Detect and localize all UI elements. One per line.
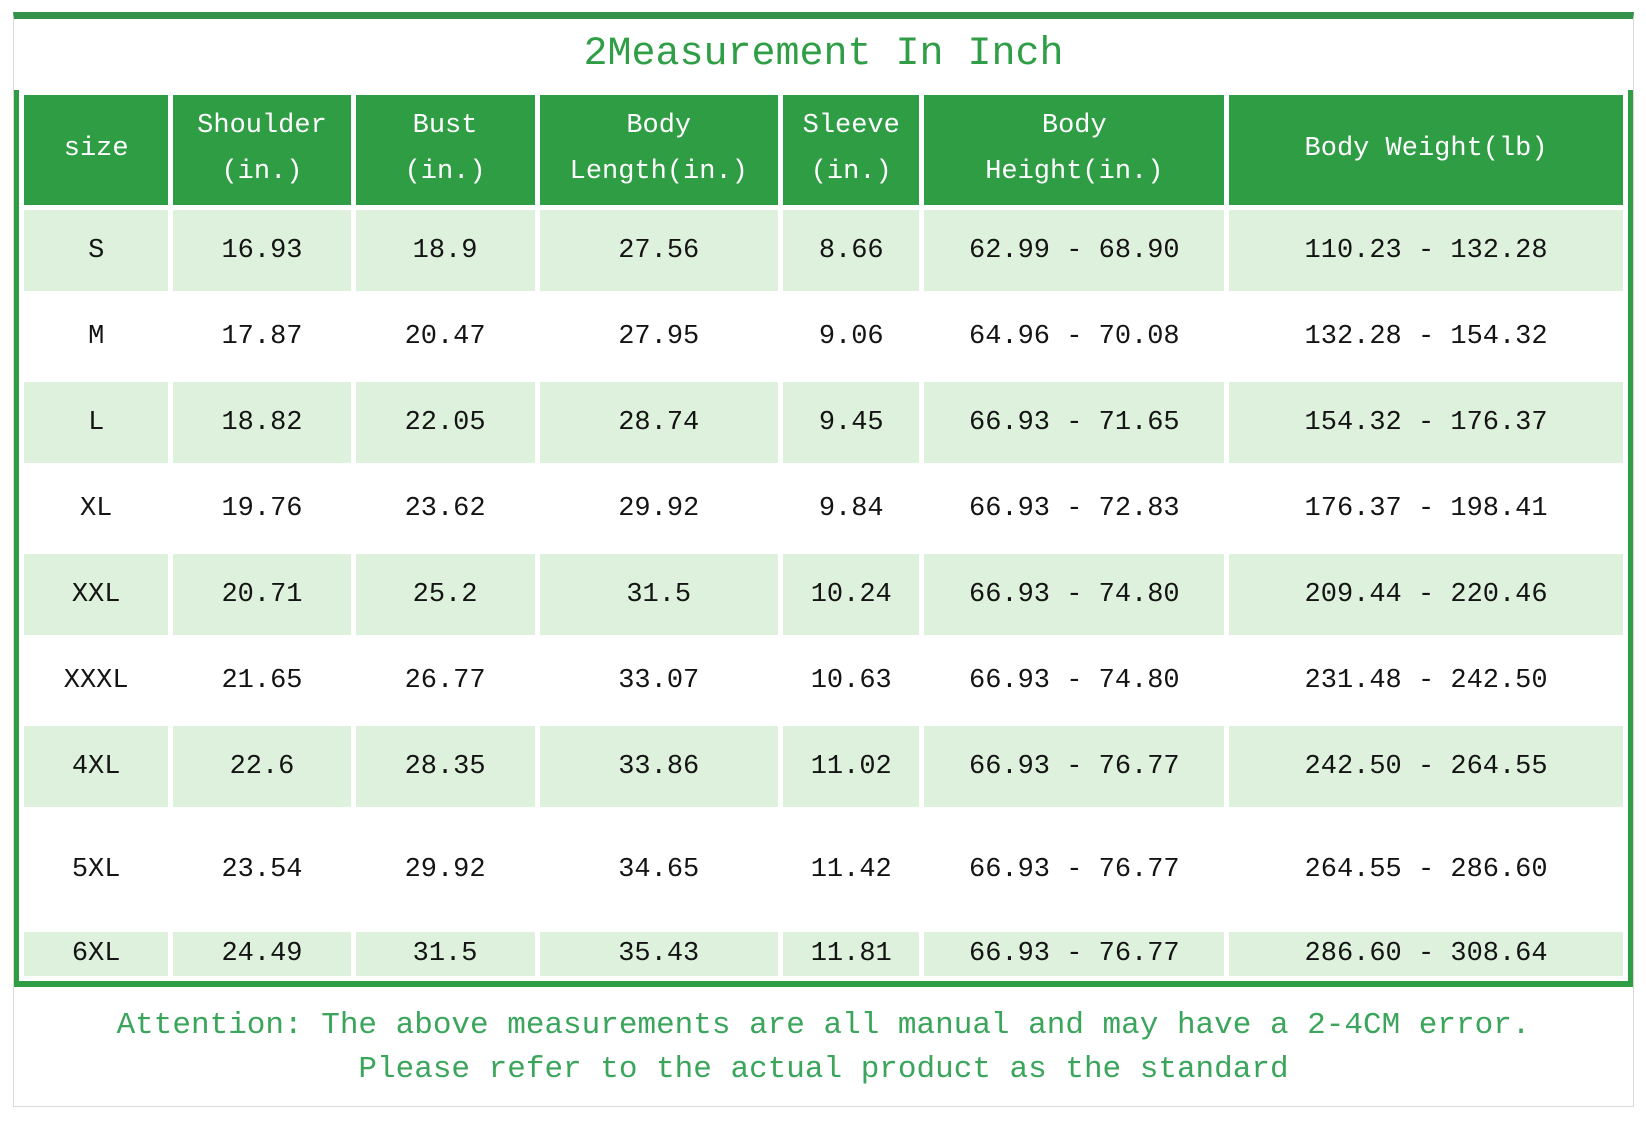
cell: 9.06	[782, 296, 920, 377]
cell: 21.65	[173, 640, 351, 721]
cell: 9.84	[782, 468, 920, 549]
cell: 26.77	[355, 640, 535, 721]
cell: 29.92	[355, 812, 535, 927]
cell: 132.28 - 154.32	[1229, 296, 1623, 377]
cell: 62.99 - 68.90	[924, 210, 1225, 291]
cell: 11.02	[782, 726, 920, 807]
cell: 231.48 - 242.50	[1229, 640, 1623, 721]
size-table-wrap: size Shoulder (in.) Bust (in.) Body Length(…	[14, 90, 1633, 987]
col-header-body-length: Body Length(in.)	[539, 95, 778, 205]
attention-line-2: Please refer to the actual product as th…	[358, 1052, 1289, 1087]
cell: XL	[24, 468, 169, 549]
size-table: size Shoulder (in.) Bust (in.) Body Length(…	[19, 90, 1628, 981]
cell: 66.93 - 74.80	[924, 554, 1225, 635]
cell: 66.93 - 74.80	[924, 640, 1225, 721]
cell: XXL	[24, 554, 169, 635]
cell: 18.82	[173, 382, 351, 463]
cell: 16.93	[173, 210, 351, 291]
row-6xl: 6XL 24.49 31.5 35.43 11.81 66.93 - 76.77…	[24, 932, 1623, 976]
cell: 242.50 - 264.55	[1229, 726, 1623, 807]
cell: M	[24, 296, 169, 377]
row-s: S 16.93 18.9 27.56 8.66 62.99 - 68.90 11…	[24, 210, 1623, 291]
header-row: size Shoulder (in.) Bust (in.) Body Length(…	[24, 95, 1623, 205]
row-m: M 17.87 20.47 27.95 9.06 64.96 - 70.08 1…	[24, 296, 1623, 377]
cell: 176.37 - 198.41	[1229, 468, 1623, 549]
col-header-body-height: Body Height(in.)	[924, 95, 1225, 205]
cell: 20.71	[173, 554, 351, 635]
cell: 64.96 - 70.08	[924, 296, 1225, 377]
attention-note: Attention: The above measurements are al…	[14, 987, 1633, 1106]
cell: 9.45	[782, 382, 920, 463]
cell: 110.23 - 132.28	[1229, 210, 1623, 291]
row-xl: XL 19.76 23.62 29.92 9.84 66.93 - 72.83 …	[24, 468, 1623, 549]
cell: 264.55 - 286.60	[1229, 812, 1623, 927]
cell: 66.93 - 76.77	[924, 932, 1225, 976]
cell: 34.65	[539, 812, 778, 927]
cell: 22.6	[173, 726, 351, 807]
cell: 286.60 - 308.64	[1229, 932, 1623, 976]
cell: 66.93 - 71.65	[924, 382, 1225, 463]
cell: S	[24, 210, 169, 291]
cell: 19.76	[173, 468, 351, 549]
col-header-size: size	[24, 95, 169, 205]
cell: 27.56	[539, 210, 778, 291]
cell: 66.93 - 72.83	[924, 468, 1225, 549]
row-xxxl: XXXL 21.65 26.77 33.07 10.63 66.93 - 74.…	[24, 640, 1623, 721]
cell: 66.93 - 76.77	[924, 812, 1225, 927]
cell: 4XL	[24, 726, 169, 807]
cell: 27.95	[539, 296, 778, 377]
cell: 18.9	[355, 210, 535, 291]
row-l: L 18.82 22.05 28.74 9.45 66.93 - 71.65 1…	[24, 382, 1623, 463]
attention-line-1: Attention: The above measurements are al…	[116, 1008, 1531, 1043]
col-header-bust: Bust (in.)	[355, 95, 535, 205]
cell: 66.93 - 76.77	[924, 726, 1225, 807]
cell: 209.44 - 220.46	[1229, 554, 1623, 635]
page-title: 2Measurement In Inch	[583, 32, 1064, 77]
cell: XXXL	[24, 640, 169, 721]
cell: 17.87	[173, 296, 351, 377]
cell: 22.05	[355, 382, 535, 463]
cell: 11.42	[782, 812, 920, 927]
cell: 6XL	[24, 932, 169, 976]
cell: 5XL	[24, 812, 169, 927]
cell: 20.47	[355, 296, 535, 377]
cell: 23.62	[355, 468, 535, 549]
cell: 33.07	[539, 640, 778, 721]
cell: 28.74	[539, 382, 778, 463]
cell: 31.5	[355, 932, 535, 976]
cell: 33.86	[539, 726, 778, 807]
cell: 11.81	[782, 932, 920, 976]
col-header-shoulder: Shoulder (in.)	[173, 95, 351, 205]
cell: 24.49	[173, 932, 351, 976]
size-chart-frame: 2Measurement In Inch size Shoulder (in.) …	[13, 12, 1634, 1107]
cell: 10.63	[782, 640, 920, 721]
cell: 23.54	[173, 812, 351, 927]
cell: 25.2	[355, 554, 535, 635]
cell: 8.66	[782, 210, 920, 291]
row-xxl: XXL 20.71 25.2 31.5 10.24 66.93 - 74.80 …	[24, 554, 1623, 635]
cell: 31.5	[539, 554, 778, 635]
row-5xl: 5XL 23.54 29.92 34.65 11.42 66.93 - 76.7…	[24, 812, 1623, 927]
row-4xl: 4XL 22.6 28.35 33.86 11.02 66.93 - 76.77…	[24, 726, 1623, 807]
cell: 35.43	[539, 932, 778, 976]
cell: 10.24	[782, 554, 920, 635]
cell: 29.92	[539, 468, 778, 549]
cell: 154.32 - 176.37	[1229, 382, 1623, 463]
col-header-body-weight: Body Weight(lb)	[1229, 95, 1623, 205]
col-header-sleeve: Sleeve (in.)	[782, 95, 920, 205]
cell: L	[24, 382, 169, 463]
cell: 28.35	[355, 726, 535, 807]
